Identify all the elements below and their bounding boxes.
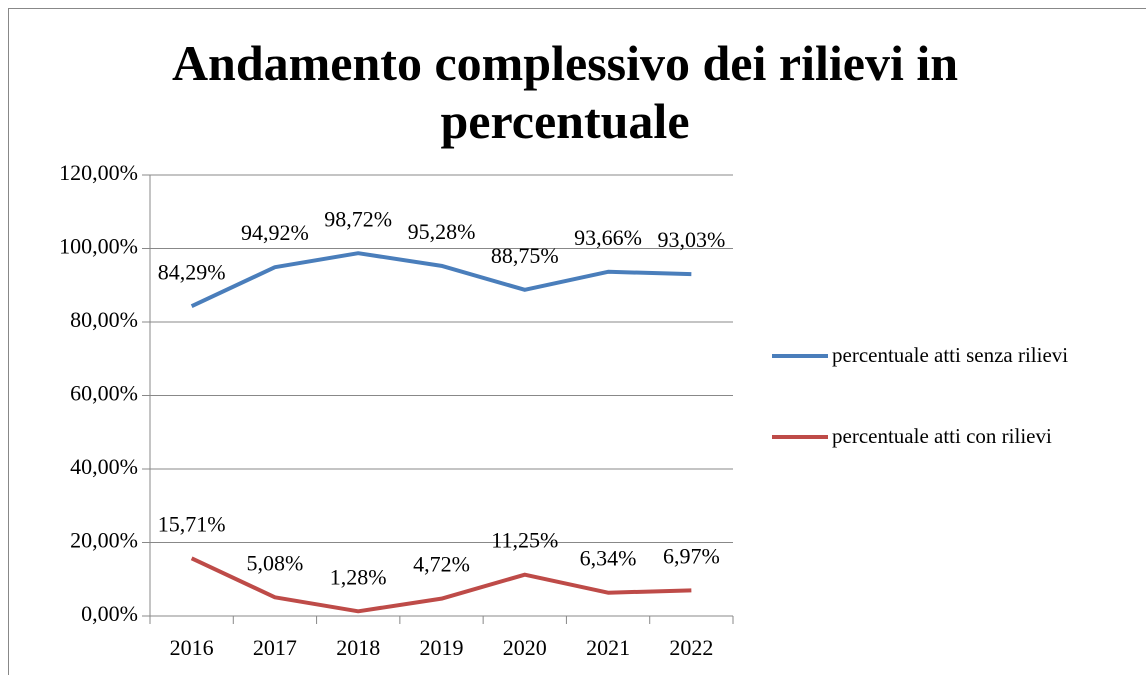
y-tick-label: 60,00% <box>70 381 138 406</box>
data-label: 5,08% <box>247 550 304 575</box>
y-tick-label: 40,00% <box>70 454 138 479</box>
legend-label: percentuale atti con rilievi <box>832 424 1052 448</box>
x-tick-label: 2022 <box>669 635 713 660</box>
data-label: 94,92% <box>241 220 309 245</box>
data-label: 95,28% <box>408 219 476 244</box>
legend-label: percentuale atti senza rilievi <box>832 343 1069 367</box>
data-label: 93,03% <box>657 227 725 252</box>
data-label: 6,97% <box>663 543 720 568</box>
data-label: 1,28% <box>330 564 387 589</box>
data-label: 98,72% <box>324 206 392 231</box>
y-tick-label: 100,00% <box>59 234 138 259</box>
y-tick-label: 120,00% <box>59 160 138 185</box>
series-line <box>190 251 692 309</box>
chart-title: Andamento complessivo dei rilievi in per… <box>171 35 959 149</box>
data-label: 11,25% <box>491 528 558 553</box>
y-tick-label: 80,00% <box>70 307 138 332</box>
data-label: 4,72% <box>413 552 470 577</box>
series-line <box>190 556 692 614</box>
data-label: 88,75% <box>491 243 559 268</box>
x-tick-label: 2017 <box>253 635 297 660</box>
frame <box>8 8 1146 675</box>
data-label: 84,29% <box>158 259 226 284</box>
data-label: 15,71% <box>158 511 226 536</box>
y-tick-label: 20,00% <box>70 528 138 553</box>
y-tick-label: 0,00% <box>81 601 138 626</box>
data-label: 6,34% <box>580 546 637 571</box>
data-label: 93,66% <box>574 225 642 250</box>
x-tick-label: 2018 <box>336 635 380 660</box>
x-tick-label: 2016 <box>170 635 214 660</box>
x-tick-label: 2020 <box>503 635 547 660</box>
x-tick-label: 2021 <box>586 635 630 660</box>
x-tick-label: 2019 <box>420 635 464 660</box>
